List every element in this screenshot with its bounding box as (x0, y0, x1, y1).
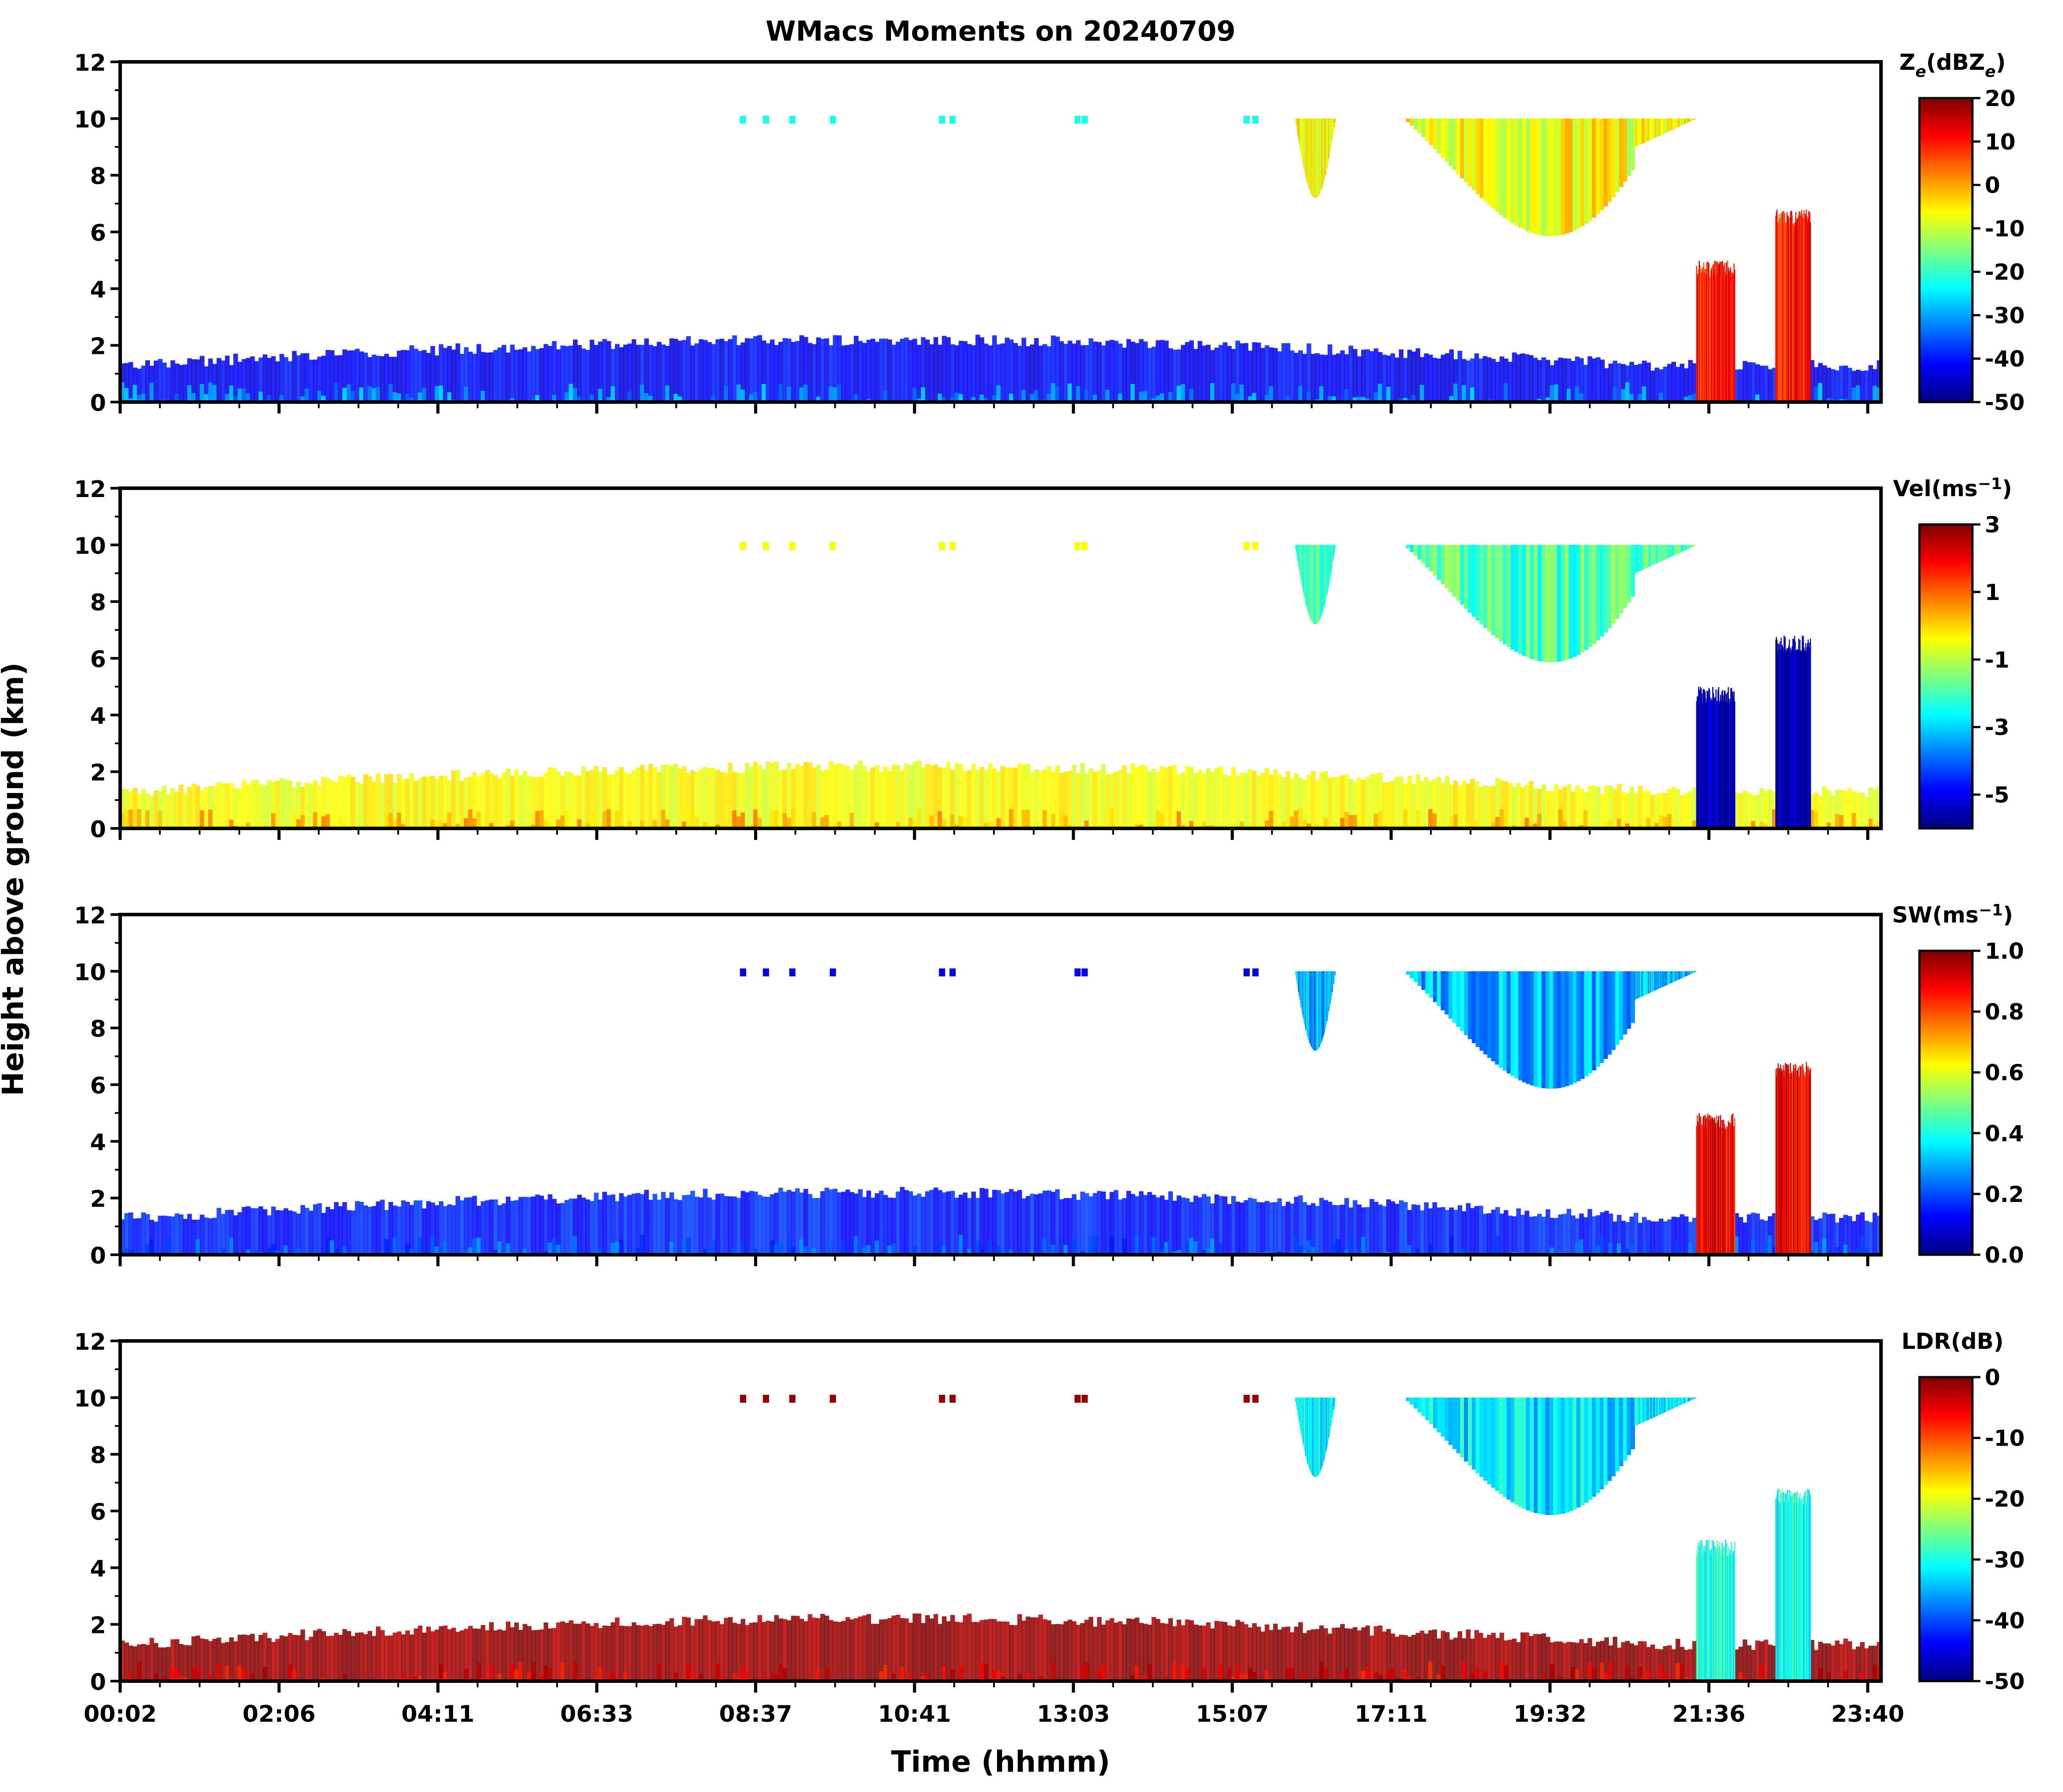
y-tick-label: 2 (90, 334, 106, 360)
colorbar-tick-label: 0 (1985, 173, 2000, 198)
colorbar-tick-label: -10 (1985, 1426, 2025, 1451)
colorbar-2: 3 1 -1 -3 -5 Vel(ms−1) (1893, 475, 2012, 830)
panel-1: 0 2 4 6 8 10 12 20 10 0 -10 -20 -30 -40 -50 Ze(dBZe) (74, 49, 2025, 417)
colorbar-tick-label: 10 (1985, 129, 2016, 155)
field-panel-4 (120, 1394, 1881, 1681)
field-panel-2 (120, 542, 1881, 828)
y-tick-label: 8 (90, 163, 106, 190)
y-tick-label: 2 (90, 1613, 106, 1639)
y-tick-label: 0 (90, 816, 106, 843)
y-tick-label: 6 (90, 646, 106, 673)
x-tick-label: 00:02 (83, 1701, 157, 1727)
field-panel-3 (120, 968, 1881, 1255)
x-tick-label: 21:36 (1672, 1701, 1746, 1727)
y-tick-label: 0 (90, 1243, 106, 1269)
colorbar-3: 1.0 0.8 0.6 0.4 0.2 0.0 SW(ms−1) (1892, 901, 2024, 1268)
y-tick-label: 6 (90, 1499, 106, 1526)
colorbar-tick-label: -5 (1985, 782, 2010, 808)
y-tick-label: 6 (90, 220, 106, 247)
colorbar-tick-label: -1 (1985, 647, 2010, 673)
x-tick-label: 06:33 (560, 1701, 633, 1727)
x-tick-label: 23:40 (1831, 1701, 1904, 1727)
colorbar-tick-label: -50 (1985, 1669, 2025, 1694)
colorbar-label: SW(ms−1) (1892, 901, 2013, 928)
colorbar-label: Ze(dBZe) (1900, 49, 2006, 81)
y-tick-label: 0 (90, 1669, 106, 1696)
y-tick-label: 2 (90, 1186, 106, 1213)
y-tick-label: 4 (90, 1129, 106, 1156)
y-tick-label: 12 (74, 1329, 106, 1355)
y-tick-label: 4 (90, 277, 106, 303)
x-tick-label: 15:07 (1196, 1701, 1269, 1727)
x-tick-label: 17:11 (1354, 1701, 1428, 1727)
y-tick-label: 12 (74, 50, 106, 76)
colorbar-tick-label: -40 (1985, 1608, 2025, 1633)
colorbar-tick-label: 1 (1985, 580, 2000, 605)
chart-title: WMacs Moments on 20240709 (766, 15, 1236, 47)
x-tick-label: 10:41 (878, 1701, 951, 1727)
colorbar-tick-label: 20 (1985, 86, 2016, 111)
y-tick-label: 8 (90, 590, 106, 616)
colorbar-tick-label: -30 (1985, 303, 2025, 328)
colorbar-tick-label: -30 (1985, 1547, 2025, 1573)
y-tick-label: 12 (74, 476, 106, 503)
y-tick-label: 4 (90, 703, 106, 729)
y-tick-label: 10 (74, 1386, 106, 1412)
x-tick-label: 02:06 (243, 1701, 316, 1727)
colorbar-tick-label: 0.0 (1985, 1242, 2024, 1268)
x-tick-label: 13:03 (1037, 1701, 1110, 1727)
field-panel-1 (120, 115, 1881, 402)
y-tick-label: 12 (74, 903, 106, 929)
y-tick-label: 8 (90, 1443, 106, 1469)
colorbar-tick-label: -10 (1985, 216, 2025, 242)
colorbar-tick-label: -20 (1985, 259, 2025, 285)
y-tick-label: 6 (90, 1073, 106, 1099)
colorbar-4: 0 -10 -20 -30 -40 -50 LDR(dB) (1901, 1329, 2025, 1694)
colorbar-tick-label: 0.6 (1985, 1060, 2024, 1086)
colorbar-tick-label: -50 (1985, 390, 2025, 415)
colorbar-tick-label: 0 (1985, 1365, 2000, 1390)
y-tick-label: 4 (90, 1556, 106, 1582)
y-tick-label: 2 (90, 760, 106, 786)
y-tick-label: 8 (90, 1016, 106, 1043)
colorbar-tick-label: -3 (1985, 715, 2010, 740)
panel-3: 0 2 4 6 8 10 12 1.0 0.8 0.6 0.4 0.2 0.0 SW(ms−1) (74, 901, 2024, 1269)
colorbar-label: Vel(ms−1) (1893, 475, 2012, 501)
colorbar-tick-label: 3 (1985, 512, 2000, 538)
colorbar-tick-label: 0.8 (1985, 999, 2024, 1025)
colorbar-1: 20 10 0 -10 -20 -30 -40 -50 Ze(dBZe) (1900, 49, 2025, 415)
colorbar-tick-label: -40 (1985, 346, 2025, 372)
colorbar-label: LDR(dB) (1901, 1329, 2003, 1354)
x-tick-label: 04:11 (402, 1701, 475, 1727)
colorbar-tick-label: -20 (1985, 1486, 2025, 1512)
colorbar-tick-label: 1.0 (1985, 938, 2024, 964)
panel-4: 0 2 4 6 8 10 12 00:02 02:06 04:11 06:33 08:37 10:41 1… (74, 1329, 2025, 1727)
y-tick-label: 10 (74, 106, 106, 133)
x-tick-label: 08:37 (719, 1701, 793, 1727)
panel-2: 0 2 4 6 8 10 12 3 1 -1 -3 -5 Vel(ms−1) (74, 475, 2012, 843)
y-tick-label: 10 (74, 533, 106, 559)
y-tick-label: 0 (90, 390, 106, 417)
y-tick-label: 10 (74, 959, 106, 986)
x-axis-label: Time (hhmm) (891, 1745, 1110, 1779)
y-axis-label: Height above ground (km) (0, 662, 30, 1096)
x-tick-label: 19:32 (1513, 1701, 1587, 1727)
colorbar-tick-label: 0.4 (1985, 1121, 2024, 1147)
colorbar-tick-label: 0.2 (1985, 1181, 2024, 1207)
